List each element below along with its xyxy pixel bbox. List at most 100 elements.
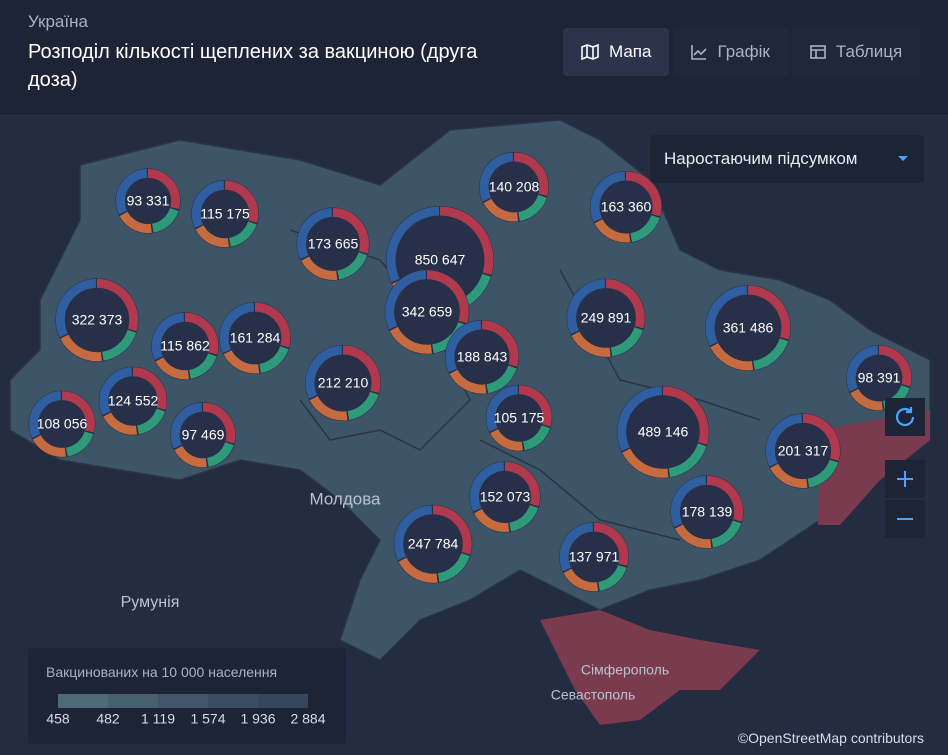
- donut-segment: [386, 206, 494, 314]
- donut-label: 212 210: [318, 375, 369, 391]
- donut: 178 139: [670, 475, 744, 549]
- donut: 212 210: [305, 345, 381, 421]
- donut-core: [705, 285, 791, 371]
- donut: 247 784: [393, 504, 473, 584]
- donut-core: [151, 312, 219, 380]
- donut-segment: [479, 152, 549, 222]
- dropdown[interactable]: Наростаючим підсумком: [650, 135, 924, 183]
- donut-label: 322 373: [72, 312, 123, 328]
- donut: 322 373: [55, 278, 139, 362]
- map-label: Севастополь: [551, 687, 636, 703]
- donut-core: [170, 402, 236, 468]
- donut: 115 862: [151, 312, 219, 380]
- map-label: Сімферополь: [581, 662, 669, 678]
- donut: 137 971: [559, 522, 629, 592]
- donut: 361 486: [705, 285, 791, 371]
- donut-segment: [297, 208, 369, 280]
- legend-swatch: [258, 694, 308, 708]
- donut-core: [296, 207, 370, 281]
- donut-core: [589, 170, 663, 244]
- donut-segment: [765, 413, 841, 489]
- donut-core: [566, 278, 646, 358]
- donut-core: [393, 504, 473, 584]
- breadcrumb[interactable]: Україна: [28, 12, 88, 31]
- donut-segment: [151, 312, 219, 380]
- donut: 489 146: [616, 385, 710, 479]
- donut-core: [616, 385, 710, 479]
- donut-segment: [559, 522, 629, 592]
- tab[interactable]: Мапа: [563, 28, 670, 76]
- donut-label: 93 331: [127, 193, 170, 209]
- donut: 140 208: [479, 152, 549, 222]
- reset-button[interactable]: [885, 398, 925, 436]
- donut-segment: [99, 367, 167, 435]
- donut-core: [469, 461, 541, 533]
- donut-segment: [469, 461, 541, 533]
- donut-segment: [846, 345, 912, 411]
- donut-core: [765, 413, 841, 489]
- donut-segment: [394, 505, 472, 583]
- donut-core: [559, 522, 629, 592]
- donut-segment: [219, 302, 291, 374]
- donut-label: 201 317: [778, 443, 829, 459]
- donut-label: 173 665: [308, 236, 359, 252]
- donut-label: 140 208: [489, 179, 540, 195]
- donut-segment: [151, 312, 219, 380]
- legend-swatch: [158, 694, 208, 708]
- zoom-in[interactable]: [885, 460, 925, 498]
- donut-core: [384, 269, 470, 355]
- donut-segment: [670, 475, 744, 549]
- donut-segment: [151, 312, 219, 380]
- donut-segment: [479, 152, 549, 222]
- donut-segment: [670, 475, 744, 549]
- donut-core: [115, 168, 181, 234]
- donut-segment: [479, 152, 549, 222]
- donut-segment: [219, 302, 291, 374]
- map-label: Румунія: [121, 594, 180, 611]
- legend-label: 2 884: [290, 711, 325, 727]
- zoom-out[interactable]: [885, 500, 925, 538]
- donut-segment: [445, 320, 519, 394]
- donut-core: [55, 278, 139, 362]
- donut-label: 850 647: [415, 252, 466, 268]
- title: Розподіл кількості щеплених за вакциною …: [28, 41, 478, 91]
- tab[interactable]: Графік: [673, 28, 788, 76]
- donut-segment: [170, 402, 236, 468]
- donut: 249 891: [566, 278, 646, 358]
- donut-core: [485, 384, 553, 452]
- donut-segment: [385, 270, 469, 354]
- donut-segment: [305, 345, 381, 421]
- donut: 161 284: [219, 302, 291, 374]
- donut-label: 115 175: [200, 206, 250, 222]
- donut-core: [846, 345, 912, 411]
- donut-label: 188 843: [457, 349, 508, 365]
- donut-segment: [559, 522, 629, 592]
- donut-segment: [567, 279, 645, 357]
- legend: Вакцинованих на 10 000 населення 458 482 1…: [28, 648, 346, 744]
- donut: 173 665: [296, 207, 370, 281]
- donut-segment: [765, 413, 841, 489]
- legend-label: 1 936: [240, 711, 275, 727]
- donut-segment: [115, 168, 181, 234]
- donut: 108 056: [28, 390, 96, 458]
- donut-label: 98 391: [858, 370, 901, 386]
- tab[interactable]: Таблиця: [791, 28, 921, 76]
- donut-segment: [590, 171, 662, 243]
- donut-segment: [191, 180, 259, 248]
- header: Україна Розподіл кількості щеплених за в…: [0, 0, 948, 116]
- donut-segment: [846, 345, 912, 411]
- legend-swatch: [58, 694, 108, 708]
- donut-segment: [617, 386, 709, 478]
- donut-segment: [617, 386, 709, 478]
- donut-label: 342 659: [402, 304, 453, 320]
- legend-title: Вакцинованих на 10 000 населення: [46, 664, 278, 680]
- donut-segment: [99, 367, 167, 435]
- donut-segment: [705, 285, 791, 371]
- donut-segment: [394, 505, 472, 583]
- donut-core: [305, 345, 381, 421]
- donut-segment: [55, 278, 139, 362]
- donut-core: [98, 366, 168, 436]
- donut-segment: [385, 270, 469, 354]
- donut-segment: [29, 391, 95, 457]
